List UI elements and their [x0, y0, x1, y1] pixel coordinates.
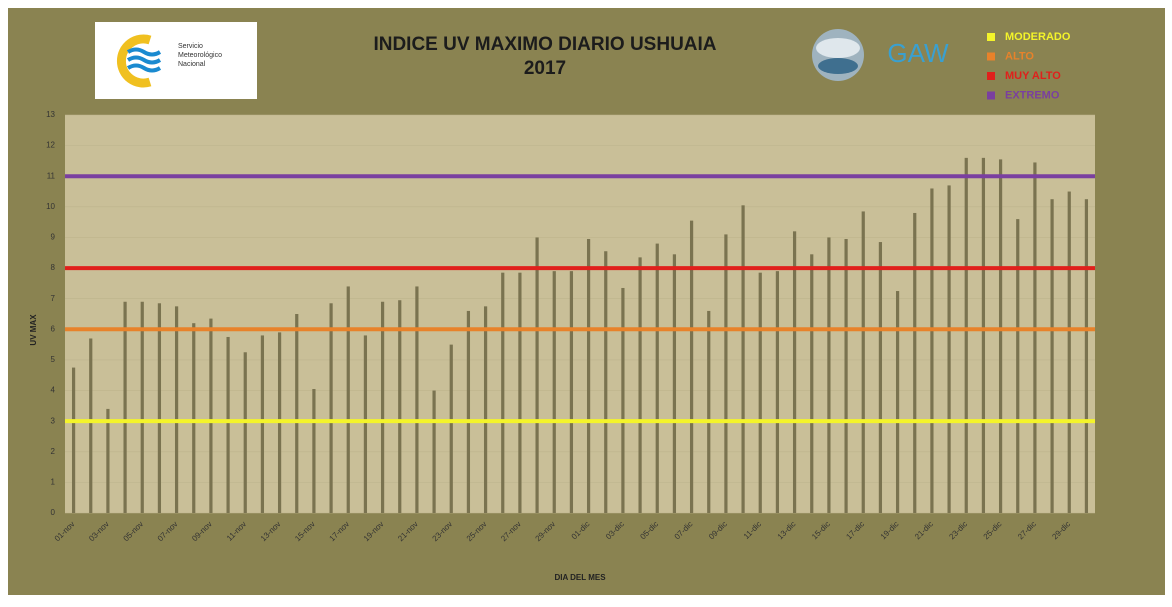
y-tick-label: 12	[46, 141, 55, 150]
bar	[569, 271, 574, 513]
bar	[1016, 219, 1020, 514]
bar	[741, 205, 745, 514]
bar	[810, 254, 814, 514]
bar	[363, 335, 368, 513]
legend-label: EXTREMO	[1005, 89, 1060, 101]
bar	[930, 188, 934, 513]
globe-ring	[818, 58, 858, 74]
bar	[775, 271, 780, 513]
chart-subtitle: 2017	[524, 58, 566, 79]
bar	[1084, 199, 1089, 513]
bar	[827, 237, 831, 513]
plot-area	[65, 115, 1095, 513]
bar	[1050, 199, 1054, 513]
legend-swatch	[987, 33, 995, 41]
bar	[878, 242, 883, 514]
y-tick-label: 5	[51, 355, 56, 364]
bar	[947, 185, 951, 513]
bar	[604, 251, 608, 513]
y-tick-label: 3	[51, 416, 56, 425]
bar	[981, 157, 986, 513]
bar	[707, 310, 711, 513]
bar	[209, 318, 213, 513]
y-tick-label: 10	[46, 202, 55, 211]
legend-label: MODERADO	[1005, 31, 1071, 43]
bar	[655, 243, 659, 514]
bar	[295, 314, 299, 513]
bar	[501, 272, 505, 513]
bar	[106, 408, 110, 513]
bar	[466, 310, 471, 513]
y-tick-label: 2	[51, 447, 56, 456]
y-tick-label: 7	[51, 294, 56, 303]
bar	[689, 220, 694, 513]
bar	[998, 159, 1003, 513]
bar	[621, 287, 625, 513]
globe-ring	[816, 38, 860, 58]
y-tick-label: 0	[51, 508, 56, 517]
bar	[398, 300, 402, 513]
logo-text: Meteorológico	[178, 52, 222, 59]
bar	[913, 212, 917, 513]
y-axis-label: UV MAX	[29, 314, 38, 346]
bar	[174, 306, 179, 513]
y-tick-label: 1	[51, 477, 56, 486]
logo-text: Nacional	[178, 61, 206, 68]
bar	[432, 390, 436, 513]
y-tick-label: 4	[51, 386, 56, 395]
legend-label: ALTO	[1005, 50, 1034, 62]
y-tick-label: 8	[51, 263, 56, 272]
bar	[672, 254, 677, 514]
gaw-text: GAW	[887, 38, 949, 68]
y-tick-label: 9	[51, 233, 56, 242]
bar	[638, 257, 642, 513]
bar	[71, 367, 76, 513]
legend-swatch	[987, 91, 995, 100]
legend-swatch	[987, 52, 995, 61]
y-tick-label: 13	[46, 110, 55, 119]
logo-text: Servicio	[178, 43, 203, 50]
legend-swatch	[987, 72, 995, 80]
chart-title: INDICE UV MAXIMO DIARIO USHUAIA	[373, 34, 716, 55]
bar	[140, 301, 144, 513]
bar	[449, 344, 453, 513]
legend-label: MUY ALTO	[1005, 70, 1061, 82]
bar	[157, 303, 162, 513]
bar	[483, 306, 488, 513]
bar	[123, 301, 127, 513]
bar	[312, 389, 316, 513]
bar	[895, 291, 900, 513]
y-tick-label: 11	[47, 171, 56, 180]
bar	[1033, 162, 1037, 513]
logo-c	[116, 34, 152, 88]
bar	[329, 303, 333, 513]
bar	[535, 237, 539, 513]
bar	[346, 286, 350, 513]
bar	[724, 234, 728, 513]
bar	[552, 271, 556, 513]
bar	[226, 336, 230, 513]
y-tick-label: 6	[51, 324, 56, 333]
bar	[586, 238, 591, 513]
bar	[192, 323, 196, 513]
bar	[260, 335, 265, 513]
bar	[89, 338, 93, 513]
bar	[243, 352, 247, 513]
x-axis-label: DIA DEL MES	[554, 573, 606, 582]
bar	[518, 272, 522, 513]
bar	[844, 238, 848, 513]
bar	[861, 211, 865, 513]
bar	[792, 231, 797, 514]
bar	[964, 157, 968, 513]
logo-waves	[126, 47, 162, 73]
gaw-logo: GAW	[812, 29, 949, 81]
bar	[1067, 191, 1071, 514]
bar	[380, 301, 385, 513]
bar	[758, 272, 762, 513]
smn-logo: Servicio Meteorológico Nacional	[95, 22, 257, 99]
bar	[415, 286, 419, 513]
